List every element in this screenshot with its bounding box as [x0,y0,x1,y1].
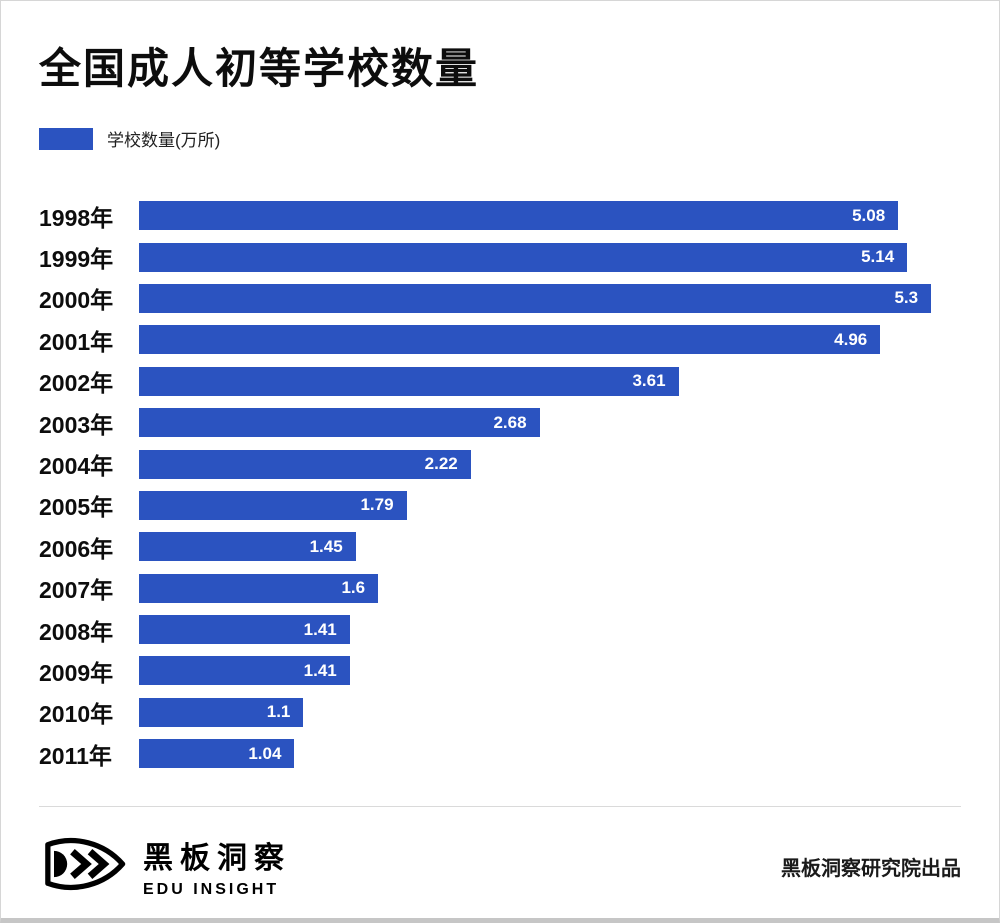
bar-track: 1.41 [139,656,961,686]
year-label: 2009年 [39,659,114,686]
year-label: 2010年 [39,701,114,728]
value-label: 5.14 [861,247,895,267]
bar-track: 1.6 [139,573,961,603]
year-label: 2002年 [39,370,114,397]
value-label: 1.79 [360,495,394,515]
year-label: 2008年 [39,618,114,645]
value-label: 1.04 [248,743,282,763]
eye-logo-icon [39,835,127,898]
year-label: 2001年 [39,328,114,355]
year-label: 2011年 [39,742,112,769]
year-label: 2003年 [39,411,114,438]
year-label: 1998年 [39,204,114,231]
chart-legend: 学校数量(万所) [39,126,961,151]
bar-track: 1.79 [139,490,961,520]
page-title: 全国成人初等学校数量 [39,45,480,92]
bar-track: 2.68 [139,408,961,438]
chart-rows: 1998年 5.08 1999年 5.14 2000年 5.3 2001年 4.96 2002年… [39,195,961,774]
chart-row: 2000年 5.3 [39,278,961,319]
footer: 黑板洞察 EDU INSIGHT 黑板洞察研究院出品 [39,807,961,918]
bar: 3.61 [139,366,679,396]
chart-row: 2004年 2.22 [39,443,961,484]
bar: 1.79 [139,490,407,520]
bar: 1.45 [139,532,356,562]
chart-row: 2006年 1.45 [39,526,961,567]
brand-name-en: EDU INSIGHT [143,881,280,899]
value-label: 1.41 [303,660,337,680]
bar-track: 5.3 [139,283,961,313]
chart-row: 2001年 4.96 [39,319,961,360]
value-label: 5.08 [852,205,886,225]
value-label: 3.61 [632,371,666,391]
value-label: 1.41 [303,619,337,639]
chart-row: 2011年 1.04 [39,733,961,774]
value-label: 4.96 [834,329,868,349]
bar: 5.14 [139,242,908,272]
chart-row: 2010年 1.1 [39,692,961,733]
value-label: 2.68 [493,412,527,432]
brand-name-cn: 黑板洞察 [143,842,291,876]
chart-row: 2008年 1.41 [39,609,961,650]
bar: 5.08 [139,201,899,231]
year-label: 1999年 [39,246,114,273]
brand-logo-group: 黑板洞察 EDU INSIGHT [39,833,291,899]
bar: 1.41 [139,656,350,686]
year-label: 2004年 [39,453,114,480]
bar-track: 1.1 [139,697,961,727]
value-label: 2.22 [424,454,458,474]
bar-track: 5.14 [139,242,961,272]
bar-track: 1.41 [139,615,961,645]
legend-swatch [39,127,93,150]
bar-track: 2.22 [139,449,961,479]
chart-row: 1998年 5.08 [39,195,961,236]
chart-row: 2007年 1.6 [39,568,961,609]
bar: 2.68 [139,408,540,438]
bar: 1.04 [139,739,295,769]
bar-chart: 1998年 5.08 1999年 5.14 2000年 5.3 2001年 4.96 2002年… [39,195,961,774]
bar: 4.96 [139,325,881,355]
year-label: 2007年 [39,577,114,604]
year-label: 2006年 [39,535,114,562]
value-label: 1.1 [266,702,291,722]
brand-text: 黑板洞察 EDU INSIGHT [143,833,291,899]
credit-text: 黑板洞察研究院出品 [781,857,961,880]
chart-row: 2002年 3.61 [39,361,961,402]
value-label: 5.3 [894,288,919,308]
chart-row: 1999年 5.14 [39,236,961,277]
bar-track: 5.08 [139,201,961,231]
bar: 2.22 [139,449,471,479]
chart-row: 2005年 1.79 [39,485,961,526]
footer-divider [39,806,961,808]
chart-row: 2003年 2.68 [39,402,961,443]
chart-row: 2009年 1.41 [39,650,961,691]
bar: 1.1 [139,697,304,727]
value-label: 1.6 [341,578,366,598]
year-label: 2005年 [39,494,114,521]
bar-track: 1.45 [139,532,961,562]
year-label: 2000年 [39,287,114,314]
bar-track: 3.61 [139,366,961,396]
bar: 1.41 [139,615,350,645]
bar: 1.6 [139,573,379,603]
bar-track: 4.96 [139,325,961,355]
legend-label: 学校数量(万所) [107,131,221,150]
bar-track: 1.04 [139,739,961,769]
value-label: 1.45 [309,536,343,556]
bar: 5.3 [139,283,932,313]
